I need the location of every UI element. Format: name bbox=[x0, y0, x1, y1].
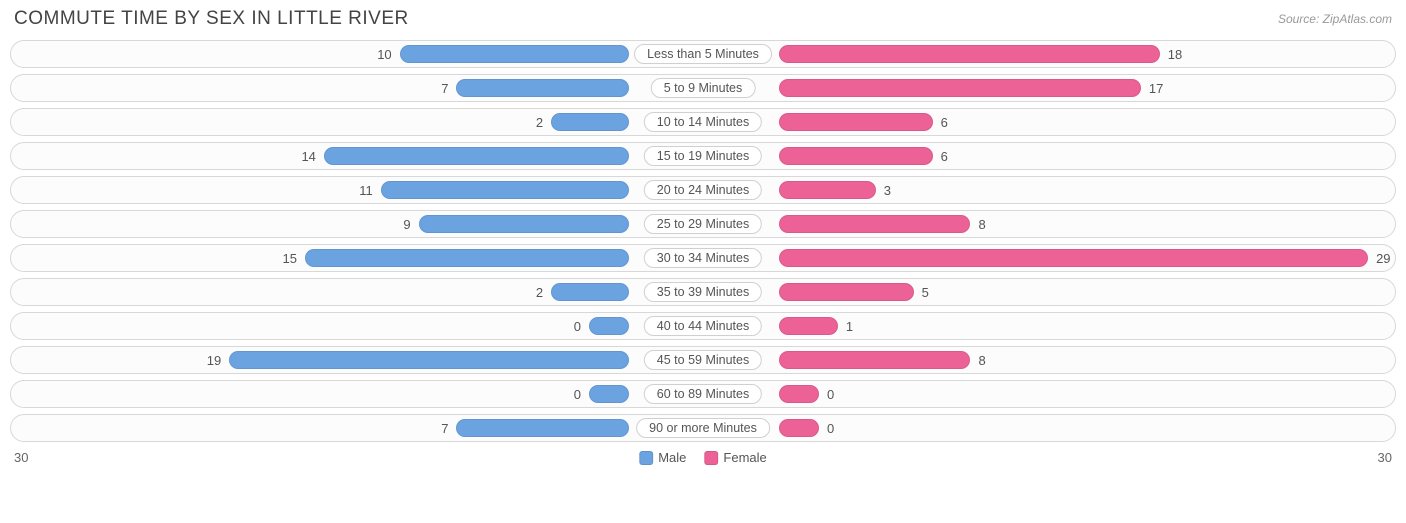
category-label: 25 to 29 Minutes bbox=[644, 214, 762, 234]
male-value: 0 bbox=[574, 313, 581, 339]
chart-area: 1018Less than 5 Minutes7175 to 9 Minutes… bbox=[0, 36, 1406, 442]
category-label: Less than 5 Minutes bbox=[634, 44, 772, 64]
category-label: 15 to 19 Minutes bbox=[644, 146, 762, 166]
category-label: 30 to 34 Minutes bbox=[644, 248, 762, 268]
male-value: 2 bbox=[536, 279, 543, 305]
chart-row: 0 0 60 to 89 Minutes bbox=[10, 380, 1396, 408]
male-value: 7 bbox=[441, 415, 448, 441]
chart-header: COMMUTE TIME BY SEX IN LITTLE RIVER Sour… bbox=[0, 0, 1406, 36]
male-bar bbox=[456, 419, 629, 437]
male-bar bbox=[324, 147, 629, 165]
chart-row: 7 0 90 or more Minutes bbox=[10, 414, 1396, 442]
chart-row: 15 29 30 to 34 Minutes bbox=[10, 244, 1396, 272]
female-bar bbox=[779, 113, 933, 131]
legend-female-label: Female bbox=[723, 450, 766, 465]
legend-male: Male bbox=[639, 450, 686, 465]
male-value: 15 bbox=[283, 245, 297, 271]
female-value: 5 bbox=[922, 279, 929, 305]
female-bar bbox=[779, 317, 838, 335]
female-value: 6 bbox=[941, 109, 948, 135]
male-bar bbox=[305, 249, 629, 267]
female-bar bbox=[779, 181, 876, 199]
male-bar bbox=[419, 215, 629, 233]
female-bar bbox=[779, 45, 1160, 63]
female-value: 17 bbox=[1149, 75, 1163, 101]
chart-row: 7 17 5 to 9 Minutes bbox=[10, 74, 1396, 102]
male-value: 11 bbox=[359, 177, 373, 203]
male-value: 10 bbox=[377, 41, 391, 67]
legend-female: Female bbox=[704, 450, 766, 465]
category-label: 90 or more Minutes bbox=[636, 418, 770, 438]
female-bar bbox=[779, 215, 970, 233]
chart-row: 9 8 25 to 29 Minutes bbox=[10, 210, 1396, 238]
category-label: 5 to 9 Minutes bbox=[651, 78, 756, 98]
male-bar bbox=[551, 283, 629, 301]
female-value: 8 bbox=[978, 211, 985, 237]
legend-male-label: Male bbox=[658, 450, 686, 465]
chart-source: Source: ZipAtlas.com bbox=[1278, 12, 1392, 26]
male-bar bbox=[589, 385, 629, 403]
male-bar bbox=[456, 79, 629, 97]
male-swatch-icon bbox=[639, 451, 653, 465]
chart-row: 14 6 15 to 19 Minutes bbox=[10, 142, 1396, 170]
female-bar bbox=[779, 147, 933, 165]
category-label: 20 to 24 Minutes bbox=[644, 180, 762, 200]
male-bar bbox=[400, 45, 629, 63]
female-swatch-icon bbox=[704, 451, 718, 465]
chart-row: 0 1 40 to 44 Minutes bbox=[10, 312, 1396, 340]
male-value: 19 bbox=[207, 347, 221, 373]
male-bar bbox=[229, 351, 629, 369]
female-bar bbox=[779, 385, 819, 403]
axis-right: 30 bbox=[1378, 450, 1392, 465]
female-value: 6 bbox=[941, 143, 948, 169]
female-value: 0 bbox=[827, 415, 834, 441]
male-value: 14 bbox=[301, 143, 315, 169]
male-bar bbox=[589, 317, 629, 335]
category-label: 45 to 59 Minutes bbox=[644, 350, 762, 370]
chart-row: 2 5 35 to 39 Minutes bbox=[10, 278, 1396, 306]
male-value: 2 bbox=[536, 109, 543, 135]
legend: Male Female bbox=[639, 450, 767, 465]
male-value: 0 bbox=[574, 381, 581, 407]
chart-title: COMMUTE TIME BY SEX IN LITTLE RIVER bbox=[14, 8, 409, 30]
female-value: 18 bbox=[1168, 41, 1182, 67]
female-bar bbox=[779, 249, 1368, 267]
male-bar bbox=[381, 181, 629, 199]
axis-labels: 30 Male Female 30 bbox=[0, 448, 1406, 465]
female-bar bbox=[779, 283, 914, 301]
chart-row: 11 3 20 to 24 Minutes bbox=[10, 176, 1396, 204]
female-value: 1 bbox=[846, 313, 853, 339]
category-label: 40 to 44 Minutes bbox=[644, 316, 762, 336]
axis-left: 30 bbox=[14, 450, 28, 465]
male-value: 7 bbox=[441, 75, 448, 101]
male-bar bbox=[551, 113, 629, 131]
female-bar bbox=[779, 419, 819, 437]
female-value: 3 bbox=[884, 177, 891, 203]
category-label: 60 to 89 Minutes bbox=[644, 384, 762, 404]
female-bar bbox=[779, 351, 970, 369]
category-label: 35 to 39 Minutes bbox=[644, 282, 762, 302]
chart-row: 10 18 Less than 5 Minutes bbox=[10, 40, 1396, 68]
female-value: 8 bbox=[978, 347, 985, 373]
female-value: 29 bbox=[1376, 245, 1390, 271]
female-value: 0 bbox=[827, 381, 834, 407]
male-value: 9 bbox=[403, 211, 410, 237]
female-bar bbox=[779, 79, 1141, 97]
chart-row: 19 8 45 to 59 Minutes bbox=[10, 346, 1396, 374]
chart-row: 2 6 10 to 14 Minutes bbox=[10, 108, 1396, 136]
category-label: 10 to 14 Minutes bbox=[644, 112, 762, 132]
